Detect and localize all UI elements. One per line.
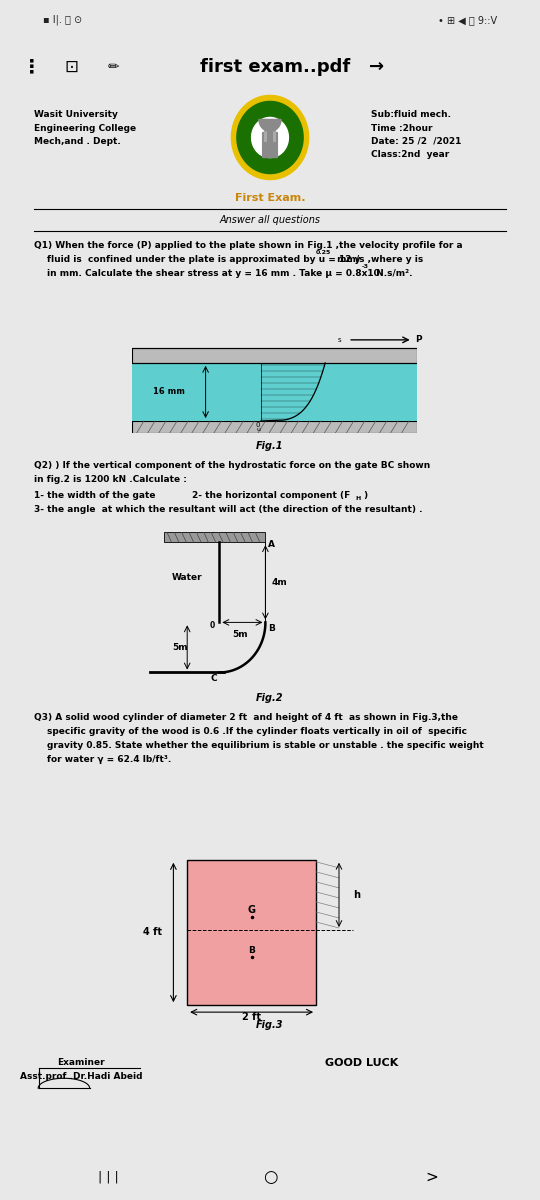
Text: Examiner
Asst.prof .Dr.Hadi Abeid: Examiner Asst.prof .Dr.Hadi Abeid [20,1058,143,1081]
Text: Fig.2: Fig.2 [256,692,284,702]
Text: mm/s ,where y is: mm/s ,where y is [334,254,424,264]
Text: First Exam.: First Exam. [235,192,305,203]
Text: in fig.2 is 1200 kN .Calculate :: in fig.2 is 1200 kN .Calculate : [35,475,187,484]
Bar [132,362,417,421]
Text: first exam..pdf   →: first exam..pdf → [200,58,383,76]
Text: 0.25: 0.25 [316,250,332,254]
Bar [132,348,417,362]
Polygon shape [237,102,303,174]
Text: for water γ = 62.4 lb/ft³.: for water γ = 62.4 lb/ft³. [48,755,172,763]
Text: 4 ft: 4 ft [143,928,162,937]
Text: 5m: 5m [233,630,248,640]
Text: H: H [355,496,361,502]
Text: fluid is  confined under the plate is approximated by u = 12 y: fluid is confined under the plate is app… [48,254,361,264]
Text: P: P [415,335,422,344]
Text: ⊡: ⊡ [65,58,79,76]
Polygon shape [262,122,278,157]
Text: gravity 0.85. State whether the equilibrium is stable or unstable . the specific: gravity 0.85. State whether the equilibr… [48,740,484,750]
Text: 0: 0 [256,422,260,428]
Text: B: B [248,946,255,954]
Text: 2- the horizontal component (F: 2- the horizontal component (F [192,491,350,500]
Text: 0: 0 [210,620,215,630]
Text: s: s [337,337,341,343]
Text: N.s/m².: N.s/m². [373,269,413,277]
Text: 3- the angle  at which the resultant will act (the direction of the resultant) .: 3- the angle at which the resultant will… [35,505,423,514]
Polygon shape [231,96,309,180]
Text: Q1) When the force (P) applied to the plate shown in Fig.1 ,the velocity profile: Q1) When the force (P) applied to the pl… [35,241,463,250]
Text: ⋮: ⋮ [22,58,41,77]
Text: 1- the width of the gate: 1- the width of the gate [35,491,156,500]
Text: B: B [268,624,275,634]
Text: Q3) A solid wood cylinder of diameter 2 ft  and height of 4 ft  as shown in Fig.: Q3) A solid wood cylinder of diameter 2 … [35,713,458,721]
Text: in mm. Calculate the shear stress at y = 16 mm . Take μ = 0.8x10: in mm. Calculate the shear stress at y =… [48,269,380,277]
Text: A: A [268,540,275,550]
Text: Wasit University
Engineering College
Mech,and . Dept.: Wasit University Engineering College Mec… [35,110,137,146]
Text: ✏: ✏ [108,60,120,74]
Bar [273,122,276,143]
Text: u: u [256,426,260,432]
Text: specific gravity of the wood is 0.6 .If the cylinder floats vertically in oil of: specific gravity of the wood is 0.6 .If … [48,726,467,736]
Text: 2 ft: 2 ft [242,1012,261,1022]
Text: ): ) [363,491,367,500]
Text: Fig.3: Fig.3 [256,1020,284,1030]
Polygon shape [252,118,288,157]
Bar [264,122,267,143]
Bar [132,421,417,433]
Text: Q2) ) If the vertical component of the hydrostatic force on the gate BC shown: Q2) ) If the vertical component of the h… [35,461,431,470]
Polygon shape [259,120,281,132]
Text: • ⊞ ◀ ᪤ 9::V: • ⊞ ◀ ᪤ 9::V [438,14,497,25]
Text: h: h [353,890,360,900]
Text: ○: ○ [263,1169,277,1186]
Text: Water: Water [172,572,202,582]
Text: 5m: 5m [172,643,188,652]
Text: -3: -3 [362,264,369,269]
Bar [187,860,316,1006]
Text: >: > [426,1170,438,1184]
Text: C: C [210,674,217,684]
Text: G: G [248,905,255,914]
Text: Answer all questions: Answer all questions [219,215,321,224]
Text: Sub:fluid mech.
Time :2hour
Date: 25 /2  /2021
Class:2nd  year: Sub:fluid mech. Time :2hour Date: 25 /2 … [371,110,462,160]
Text: | | |: | | | [98,1171,118,1183]
Text: 4m: 4m [272,578,288,587]
Text: 16 mm: 16 mm [153,388,185,396]
Text: GOOD LUCK: GOOD LUCK [326,1058,399,1068]
Text: Fig.1: Fig.1 [256,442,284,451]
Text: ▪ I|. ᯤ ⊙: ▪ I|. ᯤ ⊙ [43,14,82,25]
Bar [164,533,265,542]
